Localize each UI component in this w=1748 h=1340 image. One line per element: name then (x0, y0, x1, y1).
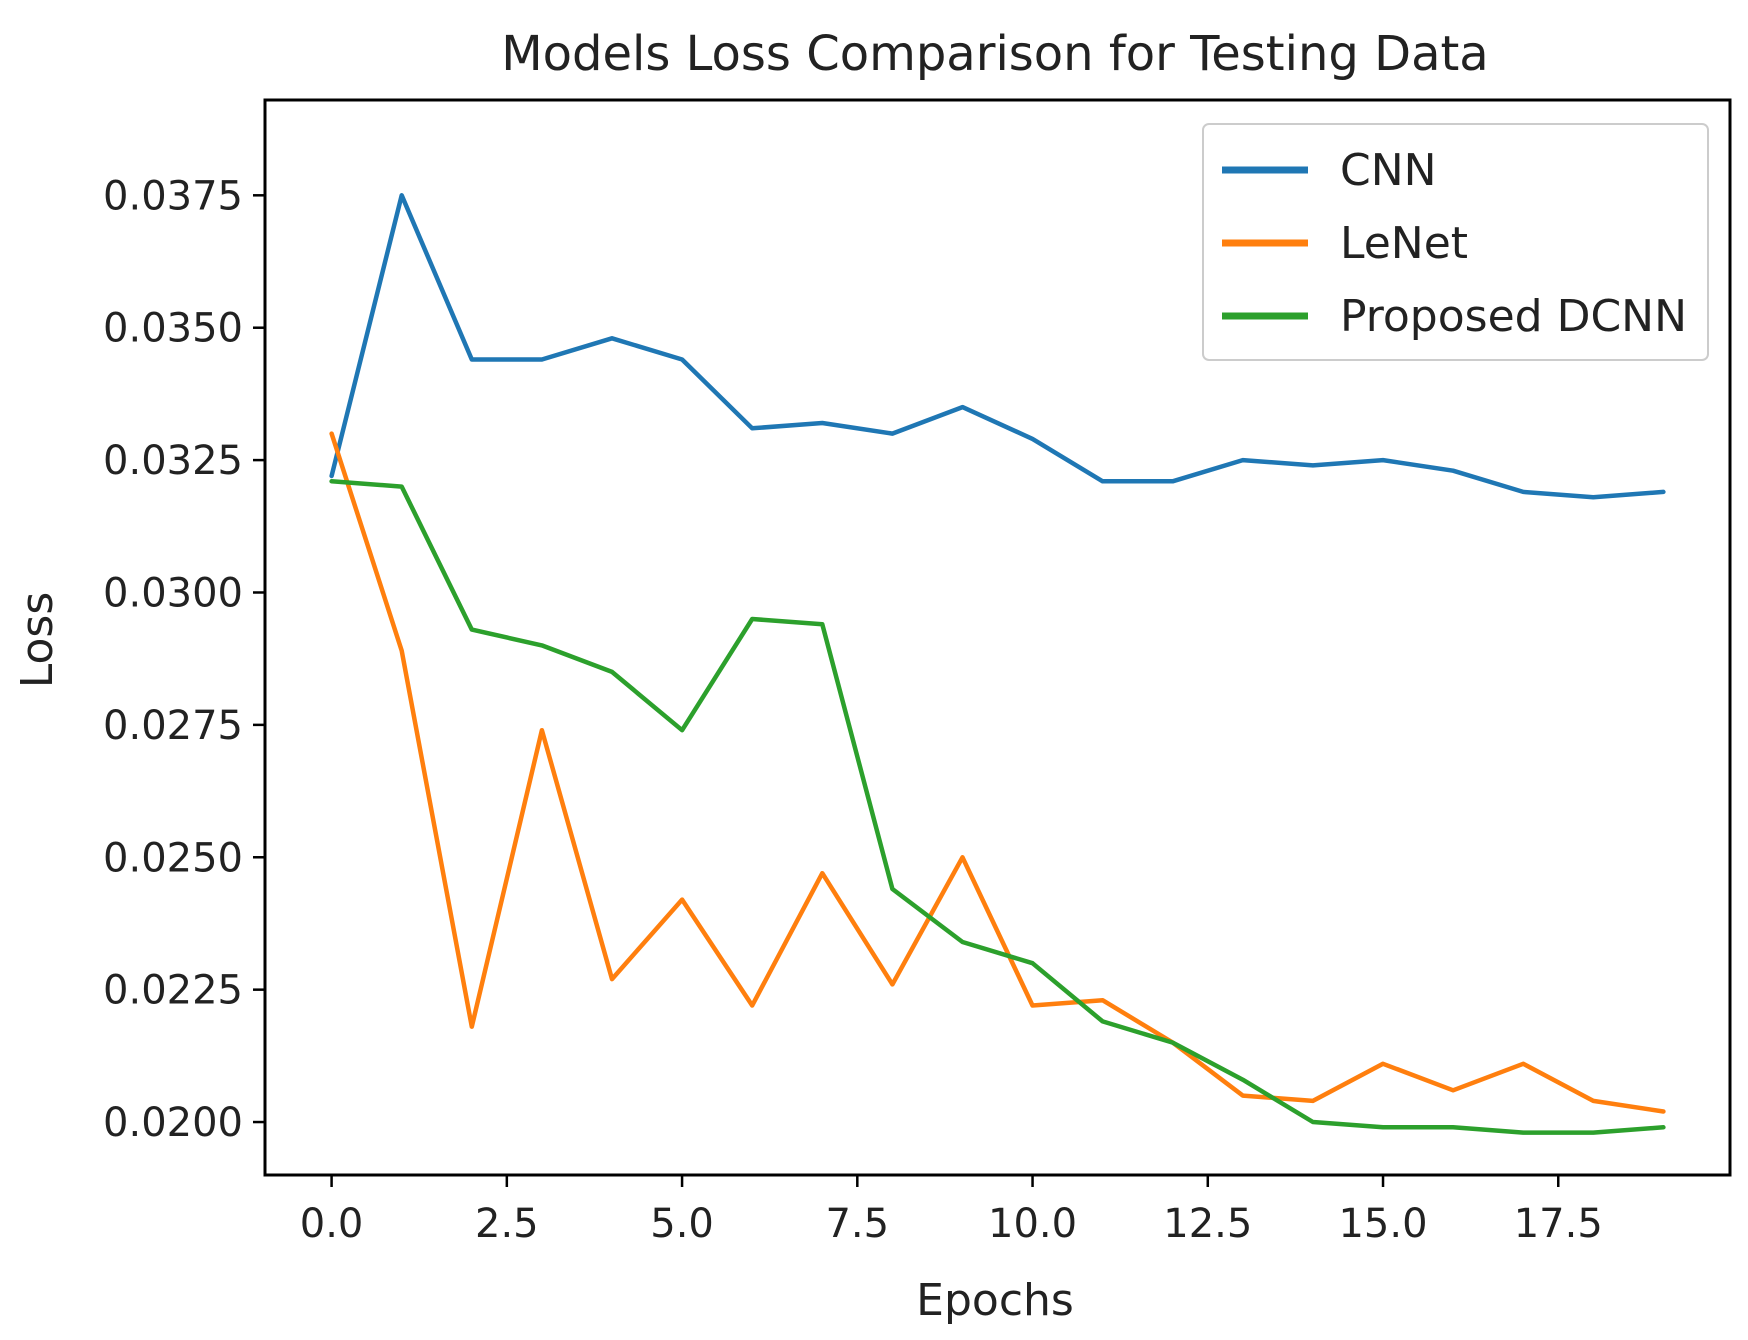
y-axis-label: Loss (12, 592, 63, 689)
x-tick-label: 10.0 (988, 1201, 1077, 1247)
y-tick-label: 0.0300 (103, 570, 243, 616)
x-tick-label: 12.5 (1163, 1201, 1252, 1247)
x-axis-label: Epochs (916, 1275, 1074, 1326)
y-tick-label: 0.0350 (103, 306, 243, 352)
x-tick-label: 17.5 (1514, 1201, 1603, 1247)
x-tick-label: 2.5 (475, 1201, 539, 1247)
series-line-cnn (329, 193, 1666, 500)
x-tick-label: 0.0 (300, 1201, 364, 1247)
y-tick-label: 0.0225 (103, 968, 243, 1014)
x-tick-label: 15.0 (1338, 1201, 1427, 1247)
series-line-proposed-dcnn (329, 479, 1666, 1135)
chart-title: Models Loss Comparison for Testing Data (501, 26, 1488, 82)
series-line-lenet (329, 431, 1666, 1114)
y-tick-label: 0.0200 (103, 1100, 243, 1146)
series-lines (329, 193, 1666, 1135)
y-tick-label: 0.0325 (103, 438, 243, 484)
plot-frame (263, 98, 1732, 1177)
x-tick-label: 7.5 (825, 1201, 889, 1247)
y-tick-label: 0.0375 (103, 173, 243, 219)
legend-label-lenet: LeNet (1340, 218, 1468, 269)
x-tick-label: 5.0 (650, 1201, 714, 1247)
y-tick-label: 0.0275 (103, 703, 243, 749)
y-tick-label: 0.0250 (103, 835, 243, 881)
legend-label-cnn: CNN (1340, 145, 1437, 196)
legend-label-proposed-dcnn: Proposed DCNN (1340, 291, 1687, 342)
legend: CNN LeNet Proposed DCNN (1202, 123, 1709, 361)
axis-ticks: 0.0 2.5 5.0 7.5 10.0 12.5 15.0 17.5 0.0200 0.0225… (103, 173, 1603, 1247)
legend-box (1202, 123, 1709, 361)
